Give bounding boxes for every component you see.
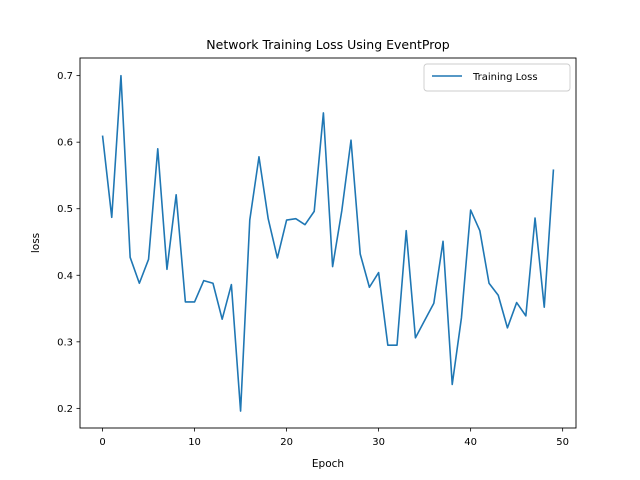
y-axis-ticks: 0.2 0.3 0.4 0.5 0.6 0.7 — [57, 71, 80, 415]
y-axis-label: loss — [30, 233, 42, 253]
y-tick-label: 0.5 — [57, 204, 73, 215]
y-tick-label: 0.6 — [57, 138, 73, 149]
x-axis-label: Epoch — [312, 458, 344, 470]
x-tick-label: 0 — [99, 437, 105, 448]
y-tick-label: 0.7 — [57, 71, 73, 82]
x-tick-label: 50 — [556, 437, 569, 448]
training-loss-line — [101, 74, 555, 412]
x-axis-ticks: 0 10 20 30 40 50 — [99, 428, 569, 448]
plot-frame — [79, 57, 577, 429]
chart-title: Network Training Loss Using EventProp — [206, 37, 449, 52]
legend-label: Training Loss — [472, 72, 538, 83]
x-tick-label: 20 — [280, 437, 293, 448]
legend: Training Loss — [423, 63, 571, 92]
y-tick-label: 0.4 — [57, 271, 73, 282]
x-tick-label: 10 — [188, 437, 201, 448]
plot-area: 0 10 20 30 40 50 0.2 0.3 0.4 0.5 0.6 0.7 — [57, 57, 577, 448]
y-tick-label: 0.3 — [57, 337, 73, 348]
y-tick-label: 0.2 — [57, 404, 73, 415]
x-tick-label: 40 — [464, 437, 477, 448]
plot-background — [80, 58, 576, 428]
x-tick-label: 30 — [372, 437, 385, 448]
legend-box — [423, 63, 571, 92]
